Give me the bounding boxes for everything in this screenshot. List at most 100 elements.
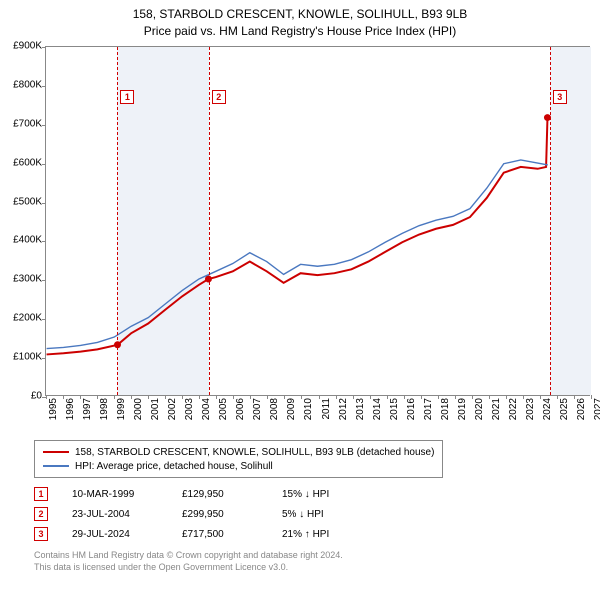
transaction-row: 2 23-JUL-2004£299,9505% ↓ HPI: [34, 504, 382, 524]
tx-price: £129,950: [182, 489, 282, 500]
x-axis-label: 1998: [99, 398, 110, 432]
series-hpi: [47, 160, 548, 349]
marker-vline: [209, 47, 210, 395]
x-axis-label: 2005: [218, 398, 229, 432]
tx-date: 29-JUL-2024: [72, 529, 182, 540]
x-axis-label: 2022: [508, 398, 519, 432]
x-axis-label: 2006: [235, 398, 246, 432]
tx-delta: 15% ↓ HPI: [282, 489, 382, 500]
x-axis-label: 2018: [440, 398, 451, 432]
footer-line2: This data is licensed under the Open Gov…: [34, 562, 343, 574]
y-tick: [42, 280, 46, 281]
y-axis-label: £0: [31, 391, 42, 402]
y-tick: [42, 125, 46, 126]
y-tick: [42, 358, 46, 359]
y-axis-label: £100K: [13, 352, 42, 363]
x-tick: [523, 395, 524, 399]
y-tick: [42, 86, 46, 87]
tx-price: £299,950: [182, 509, 282, 520]
marker-box-2: 2: [212, 90, 226, 104]
x-axis-label: 2024: [542, 398, 553, 432]
legend-swatch-property: [43, 451, 69, 453]
legend-swatch-hpi: [43, 465, 69, 467]
y-axis-label: £800K: [13, 79, 42, 90]
y-tick: [42, 47, 46, 48]
chart-container: 158, STARBOLD CRESCENT, KNOWLE, SOLIHULL…: [0, 0, 600, 590]
tx-marker: 3: [34, 527, 48, 541]
x-axis-label: 2021: [491, 398, 502, 432]
x-tick: [319, 395, 320, 399]
x-axis-label: 1999: [116, 398, 127, 432]
x-axis-label: 1995: [48, 398, 59, 432]
x-axis-label: 2020: [474, 398, 485, 432]
x-tick: [97, 395, 98, 399]
x-axis-label: 2013: [355, 398, 366, 432]
tx-marker: 1: [34, 487, 48, 501]
x-tick: [46, 395, 47, 399]
y-tick: [42, 203, 46, 204]
x-tick: [540, 395, 541, 399]
x-tick: [574, 395, 575, 399]
legend-label-property: 158, STARBOLD CRESCENT, KNOWLE, SOLIHULL…: [75, 447, 434, 458]
marker-box-1: 1: [120, 90, 134, 104]
x-axis-label: 1996: [65, 398, 76, 432]
y-axis-label: £500K: [13, 196, 42, 207]
x-tick: [489, 395, 490, 399]
marker-box-3: 3: [553, 90, 567, 104]
x-axis-label: 2011: [321, 398, 332, 432]
x-tick: [438, 395, 439, 399]
y-tick: [42, 241, 46, 242]
footer-attribution: Contains HM Land Registry data © Crown c…: [34, 550, 343, 573]
x-tick: [455, 395, 456, 399]
marker-vline: [117, 47, 118, 395]
x-axis-label: 2026: [576, 398, 587, 432]
tx-date: 10-MAR-1999: [72, 489, 182, 500]
y-axis-label: £400K: [13, 235, 42, 246]
tx-marker: 2: [34, 507, 48, 521]
x-axis-label: 2012: [338, 398, 349, 432]
x-axis-label: 2010: [303, 398, 314, 432]
x-tick: [557, 395, 558, 399]
tx-delta: 5% ↓ HPI: [282, 509, 382, 520]
x-axis-label: 2008: [269, 398, 280, 432]
x-tick: [370, 395, 371, 399]
x-axis-label: 2004: [201, 398, 212, 432]
y-tick: [42, 164, 46, 165]
x-axis-label: 2009: [286, 398, 297, 432]
x-tick: [80, 395, 81, 399]
legend-row-property: 158, STARBOLD CRESCENT, KNOWLE, SOLIHULL…: [43, 445, 434, 459]
x-tick: [472, 395, 473, 399]
tx-date: 23-JUL-2004: [72, 509, 182, 520]
chart-title: 158, STARBOLD CRESCENT, KNOWLE, SOLIHULL…: [0, 0, 600, 40]
y-tick: [42, 319, 46, 320]
legend-row-hpi: HPI: Average price, detached house, Soli…: [43, 459, 434, 473]
x-axis-label: 2002: [167, 398, 178, 432]
x-axis-label: 2025: [559, 398, 570, 432]
x-axis-label: 2001: [150, 398, 161, 432]
x-tick: [114, 395, 115, 399]
plot-area: 1 2 3: [45, 46, 590, 396]
x-axis-label: 2015: [389, 398, 400, 432]
x-axis-label: 2023: [525, 398, 536, 432]
x-tick: [63, 395, 64, 399]
y-axis-label: £300K: [13, 274, 42, 285]
tx-delta: 21% ↑ HPI: [282, 529, 382, 540]
x-axis-label: 2007: [252, 398, 263, 432]
transaction-row: 3 29-JUL-2024£717,50021% ↑ HPI: [34, 524, 382, 544]
x-axis-label: 2019: [457, 398, 468, 432]
title-line1: 158, STARBOLD CRESCENT, KNOWLE, SOLIHULL…: [0, 6, 600, 23]
footer-line1: Contains HM Land Registry data © Crown c…: [34, 550, 343, 562]
x-tick: [421, 395, 422, 399]
x-tick: [591, 395, 592, 399]
x-axis-label: 2016: [406, 398, 417, 432]
y-axis-label: £600K: [13, 157, 42, 168]
transactions-table: 1 10-MAR-1999£129,95015% ↓ HPI 2 23-JUL-200…: [34, 484, 382, 544]
x-tick: [387, 395, 388, 399]
x-axis-label: 2000: [133, 398, 144, 432]
x-tick: [131, 395, 132, 399]
y-axis-label: £900K: [13, 41, 42, 52]
tx-price: £717,500: [182, 529, 282, 540]
x-axis-label: 2014: [372, 398, 383, 432]
x-axis-label: 2017: [423, 398, 434, 432]
x-tick: [404, 395, 405, 399]
